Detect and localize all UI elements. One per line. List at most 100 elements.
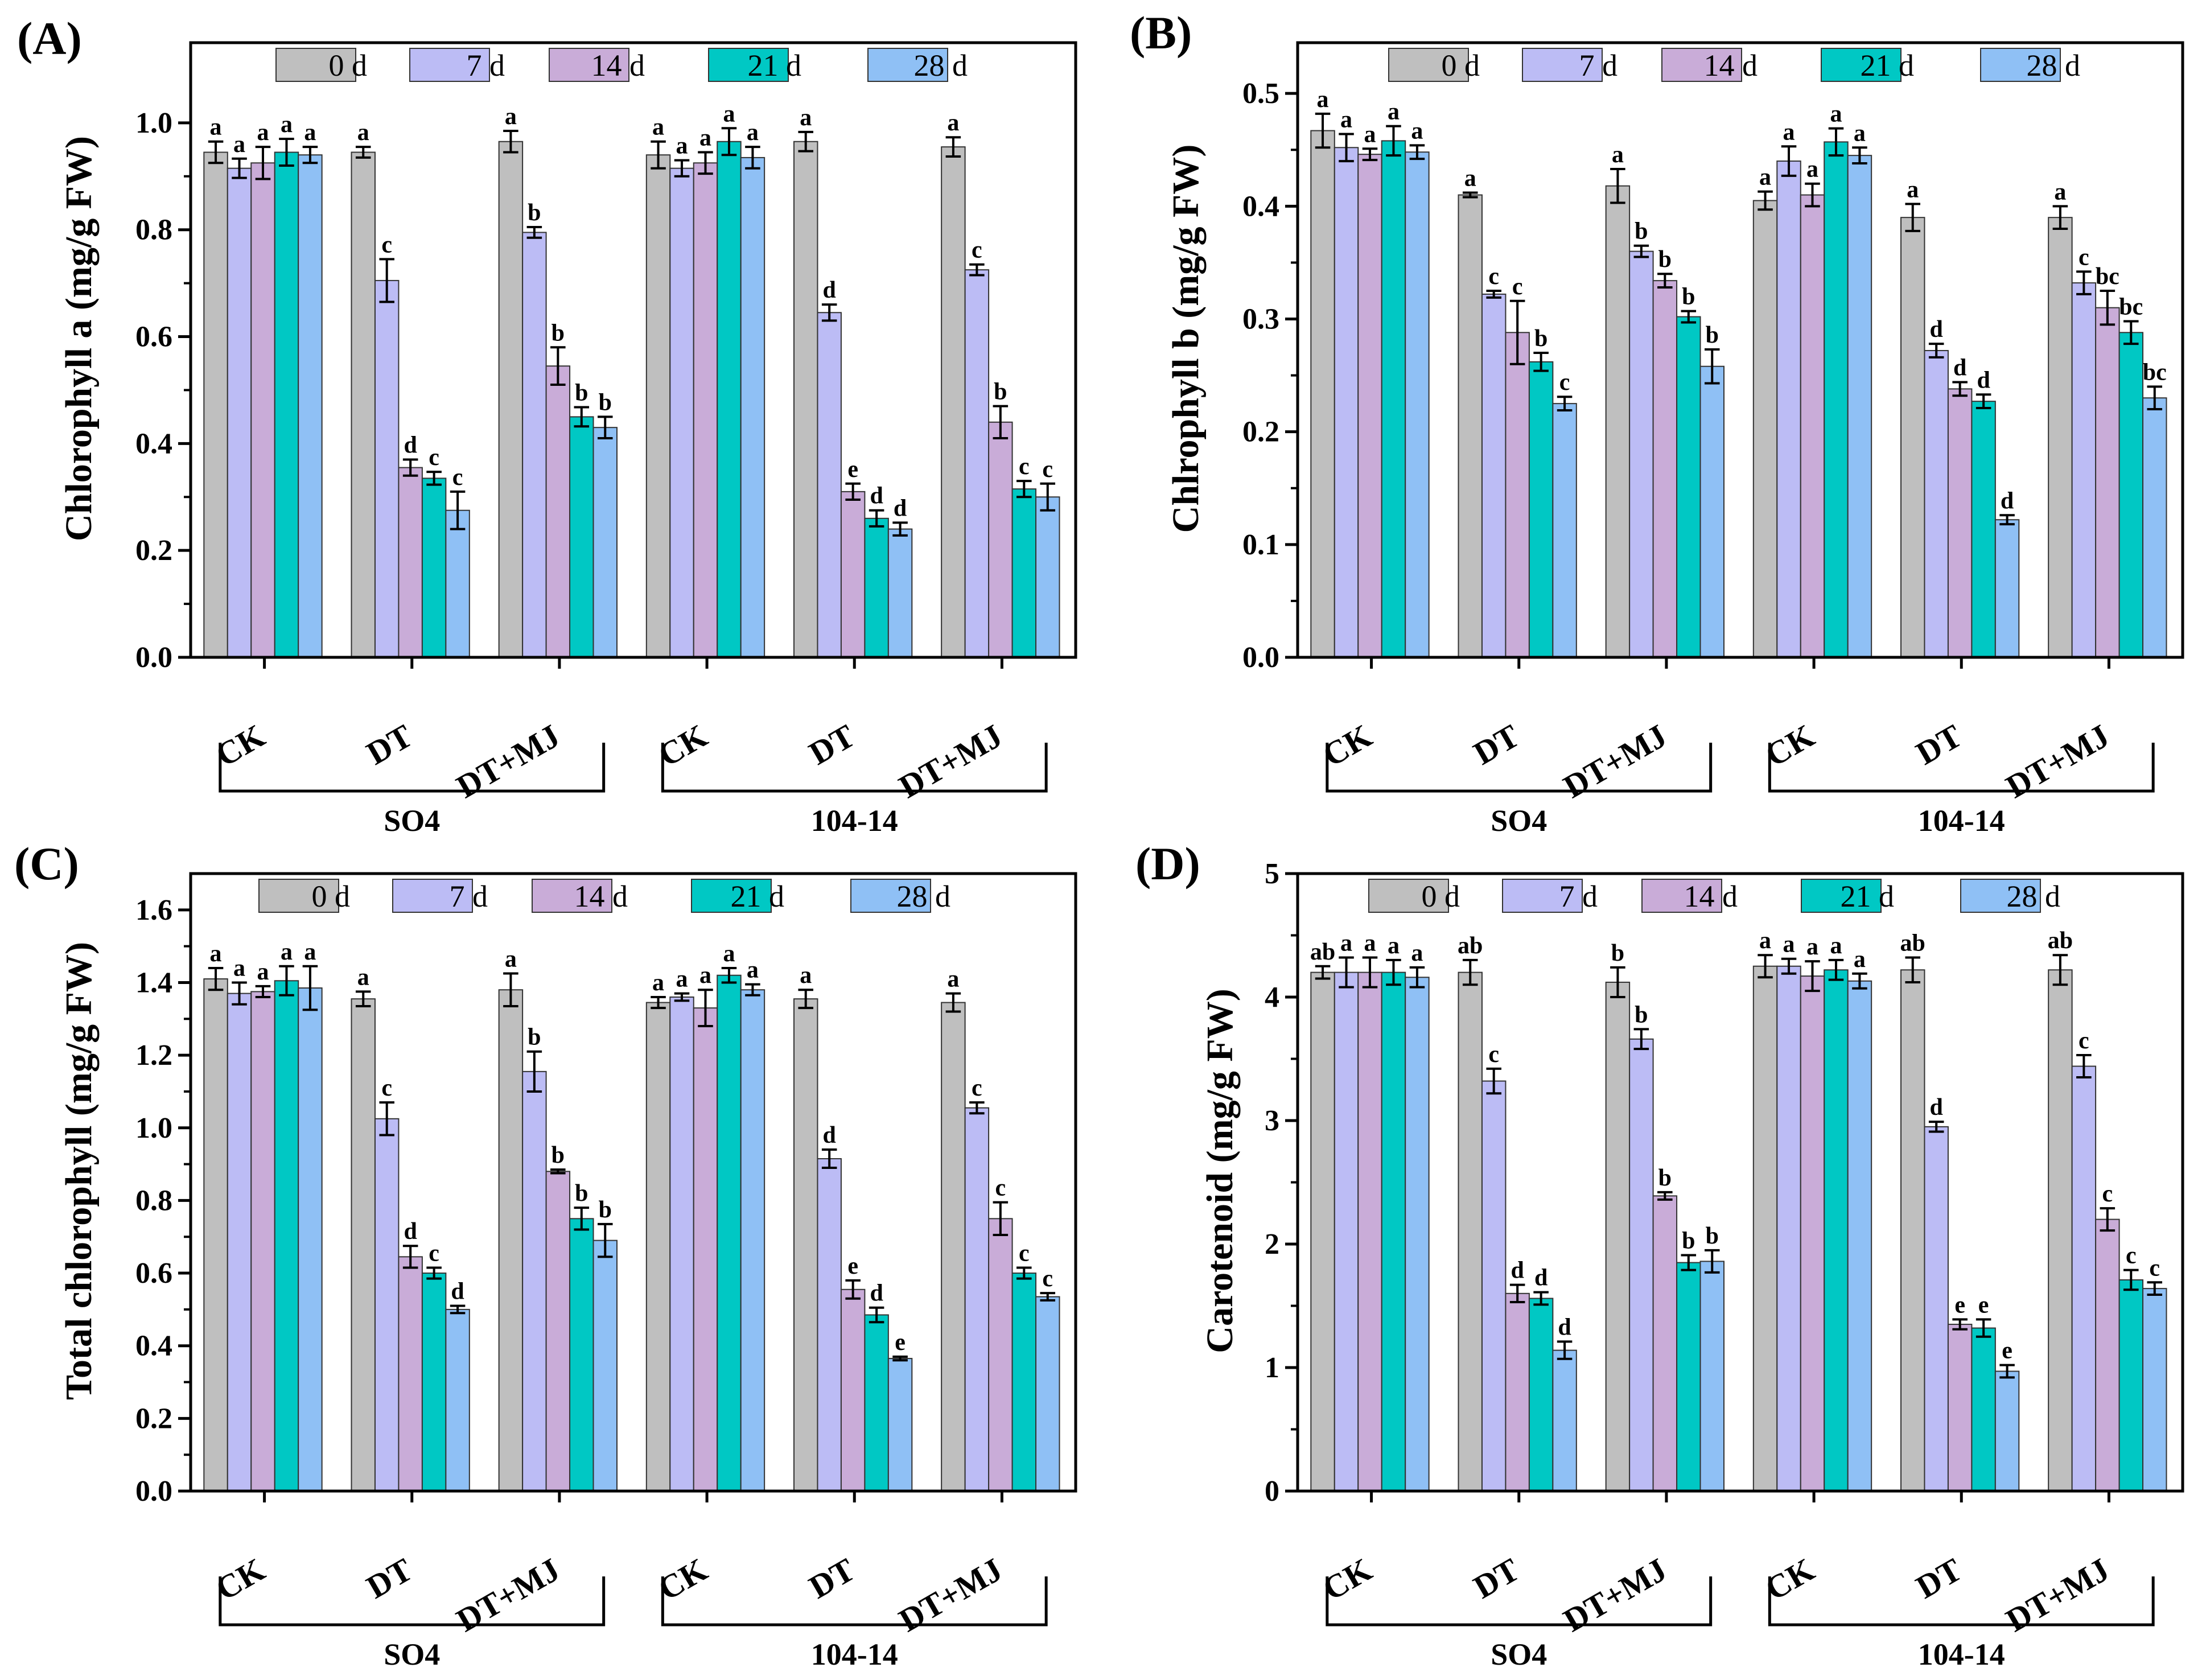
panel-label: (B): [1130, 7, 1192, 59]
legend-label: 0 d: [1422, 879, 1460, 913]
bar: [2142, 397, 2167, 658]
legend-swatch: [409, 48, 490, 82]
significance-letter: b: [1534, 326, 1548, 352]
y-tick-label: 0.0: [135, 1475, 172, 1508]
bar: [1011, 488, 1037, 658]
legend-swatch: [1368, 879, 1449, 913]
group-label: 104-14: [1918, 804, 2005, 838]
significance-letter: c: [972, 1075, 982, 1101]
bar: [421, 1273, 447, 1492]
bar: [645, 154, 671, 658]
bar: [693, 162, 718, 658]
significance-letter: b: [599, 1197, 612, 1223]
bar: [1310, 971, 1335, 1492]
legend-label: 21 d: [1861, 48, 1915, 83]
plot-frame: [189, 872, 1077, 1493]
legend-label: 14 d: [1684, 879, 1738, 913]
bar: [1994, 519, 2020, 658]
y-tick-label: 4: [1265, 981, 1279, 1014]
legend-swatch: [532, 879, 612, 913]
significance-letter: a: [1830, 101, 1842, 127]
y-tick-label: 0.4: [135, 427, 172, 460]
significance-letter: c: [381, 232, 392, 258]
significance-letter: a: [233, 131, 245, 158]
significance-letter: b: [1658, 1165, 1672, 1191]
significance-letter: a: [1806, 157, 1818, 183]
significance-letter: a: [281, 112, 293, 138]
bar: [1552, 403, 1577, 658]
bar: [1035, 496, 1060, 658]
x-category-label: DT: [1467, 1551, 1525, 1606]
y-tick-label: 0: [1265, 1475, 1279, 1508]
bar: [203, 151, 228, 658]
bar: [1405, 151, 1430, 658]
significance-letter: b: [1706, 322, 1719, 348]
group-bracket: [661, 1576, 1048, 1627]
bar: [351, 998, 376, 1492]
significance-letter: a: [699, 962, 711, 989]
bar: [1971, 401, 1996, 658]
bar: [864, 517, 889, 658]
significance-letter: c: [2079, 1028, 2089, 1054]
panel-label: (A): [17, 13, 82, 64]
y-tick-label: 0.2: [135, 1402, 172, 1435]
bar: [1357, 971, 1382, 1492]
significance-letter: e: [847, 1253, 858, 1279]
bar: [1505, 1292, 1530, 1492]
significance-letter: a: [1612, 142, 1624, 168]
panel-d: (D)ab ab b a ab abacbadcadbaecadbaecadbaec012…: [1135, 838, 2184, 1671]
legend-swatch: [1522, 48, 1603, 82]
bar: [298, 154, 323, 658]
significance-letter: bc: [2096, 263, 2119, 290]
bar: [250, 162, 275, 658]
significance-letter: a: [1830, 933, 1842, 959]
bar: [887, 1358, 913, 1492]
bar: [227, 993, 252, 1492]
bar: [1947, 1324, 1973, 1492]
bar: [1900, 969, 1925, 1492]
bar: [1652, 1195, 1678, 1492]
bar: [445, 1308, 470, 1492]
bar: [1676, 1262, 1701, 1492]
significance-letter: c: [1488, 1041, 1499, 1068]
legend-swatch: [1502, 879, 1583, 913]
group-bracket: [1326, 743, 1713, 793]
significance-letter: a: [1411, 940, 1423, 966]
panel-label: (D): [1135, 838, 1200, 890]
bar: [1334, 971, 1359, 1492]
bar: [2071, 282, 2097, 658]
significance-letter: a: [2054, 179, 2066, 205]
bar: [740, 157, 765, 658]
x-category-label: DT: [1467, 717, 1525, 772]
bar: [793, 998, 818, 1492]
bar: [1699, 365, 1725, 658]
bar: [421, 477, 447, 658]
bar: [374, 1118, 400, 1492]
panel-label: (C): [14, 838, 79, 890]
bar: [717, 974, 742, 1492]
y-tick-label: 0.6: [135, 321, 172, 353]
significance-letter: c: [1512, 274, 1523, 300]
legend-swatch: [1388, 48, 1469, 82]
legend-label: 0 d: [1442, 48, 1480, 83]
significance-letter: ab: [2048, 928, 2073, 954]
significance-letter: a: [1340, 107, 1352, 133]
significance-letter: a: [1388, 933, 1400, 959]
y-tick-label: 0.3: [1242, 303, 1279, 336]
significance-letter: d: [2001, 488, 2014, 514]
significance-letter: b: [1682, 284, 1695, 310]
y-tick-label: 0.2: [1242, 416, 1279, 448]
bar: [445, 509, 470, 658]
significance-letter: d: [1953, 355, 1966, 381]
significance-letter: a: [947, 966, 959, 993]
bar: [203, 978, 228, 1492]
significance-letter: bc: [2143, 359, 2167, 385]
legend-swatch: [1661, 48, 1742, 82]
bar: [1481, 293, 1507, 658]
significance-letter: d: [1511, 1258, 1524, 1284]
bar: [2118, 332, 2144, 658]
legend-swatch: [1821, 48, 1902, 82]
bar: [669, 997, 694, 1492]
legend-swatch: [258, 879, 339, 913]
